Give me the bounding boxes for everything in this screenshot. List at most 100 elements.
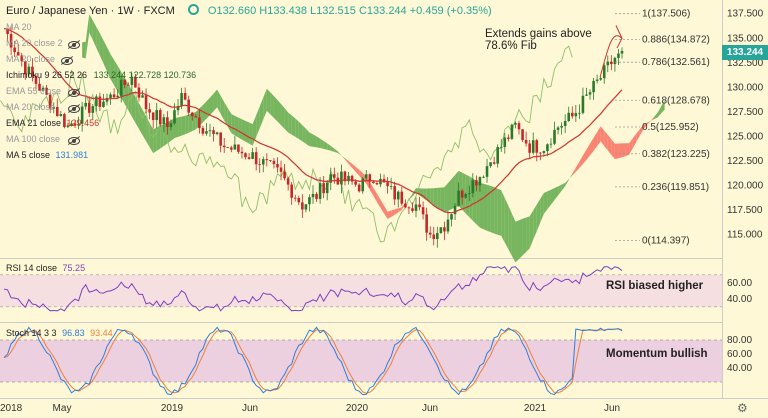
interval-label[interactable]: 1W (117, 5, 134, 17)
candle-body (119, 79, 123, 96)
ichimoku-cloud-segment (519, 218, 523, 259)
ichimoku-cloud-segment (359, 169, 363, 180)
ichimoku-cloud-segment (103, 40, 107, 72)
hide-eye-icon[interactable] (68, 137, 80, 145)
candle-body (52, 106, 56, 109)
candle-body (315, 193, 318, 199)
candle-body (16, 52, 20, 56)
candle-body (6, 28, 9, 35)
ichimoku-cloud-segment (451, 174, 456, 210)
candle-body (151, 112, 155, 121)
time-axis-border (0, 398, 768, 399)
candle-body (368, 174, 372, 182)
candle-body (194, 116, 198, 118)
ichimoku-cloud-segment (447, 179, 452, 211)
candle-body (116, 95, 119, 98)
symbol-title: Euro / Japanese Yen (6, 5, 108, 17)
ichimoku-cloud-segment (483, 183, 488, 231)
candle-body (510, 124, 514, 139)
candle-body (311, 193, 315, 198)
ichimoku-cloud-segment (295, 118, 299, 140)
ind-ma20b[interactable]: MA 20 close (6, 102, 80, 113)
candle-body (169, 123, 173, 128)
candle-body (308, 197, 311, 205)
candle-body (439, 227, 443, 234)
ichimoku-cloud-segment (394, 208, 399, 215)
ichimoku-cloud-segment (366, 176, 370, 190)
ichimoku-cloud-segment (344, 158, 349, 164)
candle-body (134, 76, 137, 88)
candle-body (524, 139, 528, 144)
gear-icon[interactable]: ⚙ (737, 401, 748, 415)
candle-body (34, 76, 38, 84)
hide-eye-icon[interactable] (68, 105, 80, 113)
hide-eye-icon[interactable] (61, 57, 73, 65)
stoch-axis-label: 80.00 (727, 335, 752, 346)
fib-level-label: 0.786(132.561) (642, 57, 710, 68)
ind-ma20c2[interactable]: MA 20 close 2 (6, 38, 80, 49)
ichimoku-cloud-segment (614, 143, 619, 160)
candle-body (258, 164, 262, 166)
rsi-legend[interactable]: RSI 14 close 75.25 (6, 263, 86, 273)
ind-ma20[interactable]: MA 20 (6, 22, 32, 32)
ichimoku-cloud-segment (355, 166, 360, 176)
ichimoku-cloud-segment (302, 125, 306, 144)
ichimoku-cloud-segment (554, 186, 559, 201)
symbol-header[interactable]: Euro / Japanese Yen · 1W · FXCM O132.660… (6, 4, 492, 17)
candle-body (297, 197, 301, 203)
candle-body (503, 137, 507, 147)
candle-body (471, 180, 475, 194)
candle-body (183, 93, 187, 100)
stoch-annotation: Momentum bullish (606, 348, 708, 360)
candle-body (592, 80, 595, 93)
candle-body (283, 171, 286, 179)
ichimoku-cloud-segment (146, 116, 150, 148)
ind-ema55[interactable]: EMA 55 close (6, 86, 80, 97)
candle-body (102, 101, 105, 107)
candle-body (428, 232, 432, 235)
candle-body (478, 177, 482, 186)
ichimoku-cloud-segment (266, 88, 271, 115)
ichimoku-cloud-segment (419, 188, 424, 198)
ichimoku-cloud-segment (622, 143, 626, 158)
candle-body (549, 143, 553, 145)
candle-body (329, 174, 333, 183)
ichimoku-cloud-segment (405, 199, 409, 205)
ichimoku-cloud-segment (650, 116, 654, 122)
ichimoku-cloud-segment (281, 103, 285, 129)
hide-eye-icon[interactable] (68, 89, 80, 97)
ind-ma100[interactable]: MA 100 close (6, 134, 80, 145)
ind-ema21[interactable]: EMA 21 close 129.456 (6, 118, 100, 128)
fib-level-label: 1(137.506) (642, 9, 690, 20)
ichimoku-cloud-segment (529, 210, 534, 249)
ind-ma5[interactable]: MA 5 close 131.981 (6, 150, 89, 160)
candle-body (364, 174, 368, 179)
stoch-legend[interactable]: Stoch 14 3 3 96.83 93.44 (6, 328, 113, 338)
rsi-axis-label: 60.00 (727, 278, 752, 289)
candle-body (91, 106, 95, 113)
candle-body (205, 131, 208, 134)
hide-eye-icon[interactable] (68, 41, 80, 49)
ichimoku-cloud-segment (202, 101, 207, 123)
candle-body (567, 112, 571, 122)
ichimoku-cloud-segment (444, 183, 448, 213)
time-axis-label: 2021 (524, 403, 547, 414)
ichimoku-cloud-segment (504, 197, 509, 250)
candle-body (400, 191, 404, 204)
fib-level-label: 0.236(119.851) (642, 182, 709, 193)
candle-body (247, 157, 251, 159)
time-axis-label: 2018 (0, 403, 23, 414)
ichimoku-cloud-segment (536, 198, 541, 232)
ind-ma20c[interactable]: MA 20 close (6, 54, 73, 65)
candle-body (389, 186, 393, 187)
ichimoku-cloud-segment (561, 182, 566, 191)
candle-body (166, 117, 169, 128)
candle-body (144, 95, 148, 110)
rsi-line (3, 266, 623, 312)
ind-ichimoku[interactable]: Ichimoku 9 26 52 26 133.244 122.728 120.… (6, 70, 197, 80)
candle-body (347, 175, 350, 182)
ichimoku-cloud-segment (501, 190, 505, 243)
ichimoku-cloud-segment (586, 143, 591, 160)
candle-body (606, 61, 610, 66)
